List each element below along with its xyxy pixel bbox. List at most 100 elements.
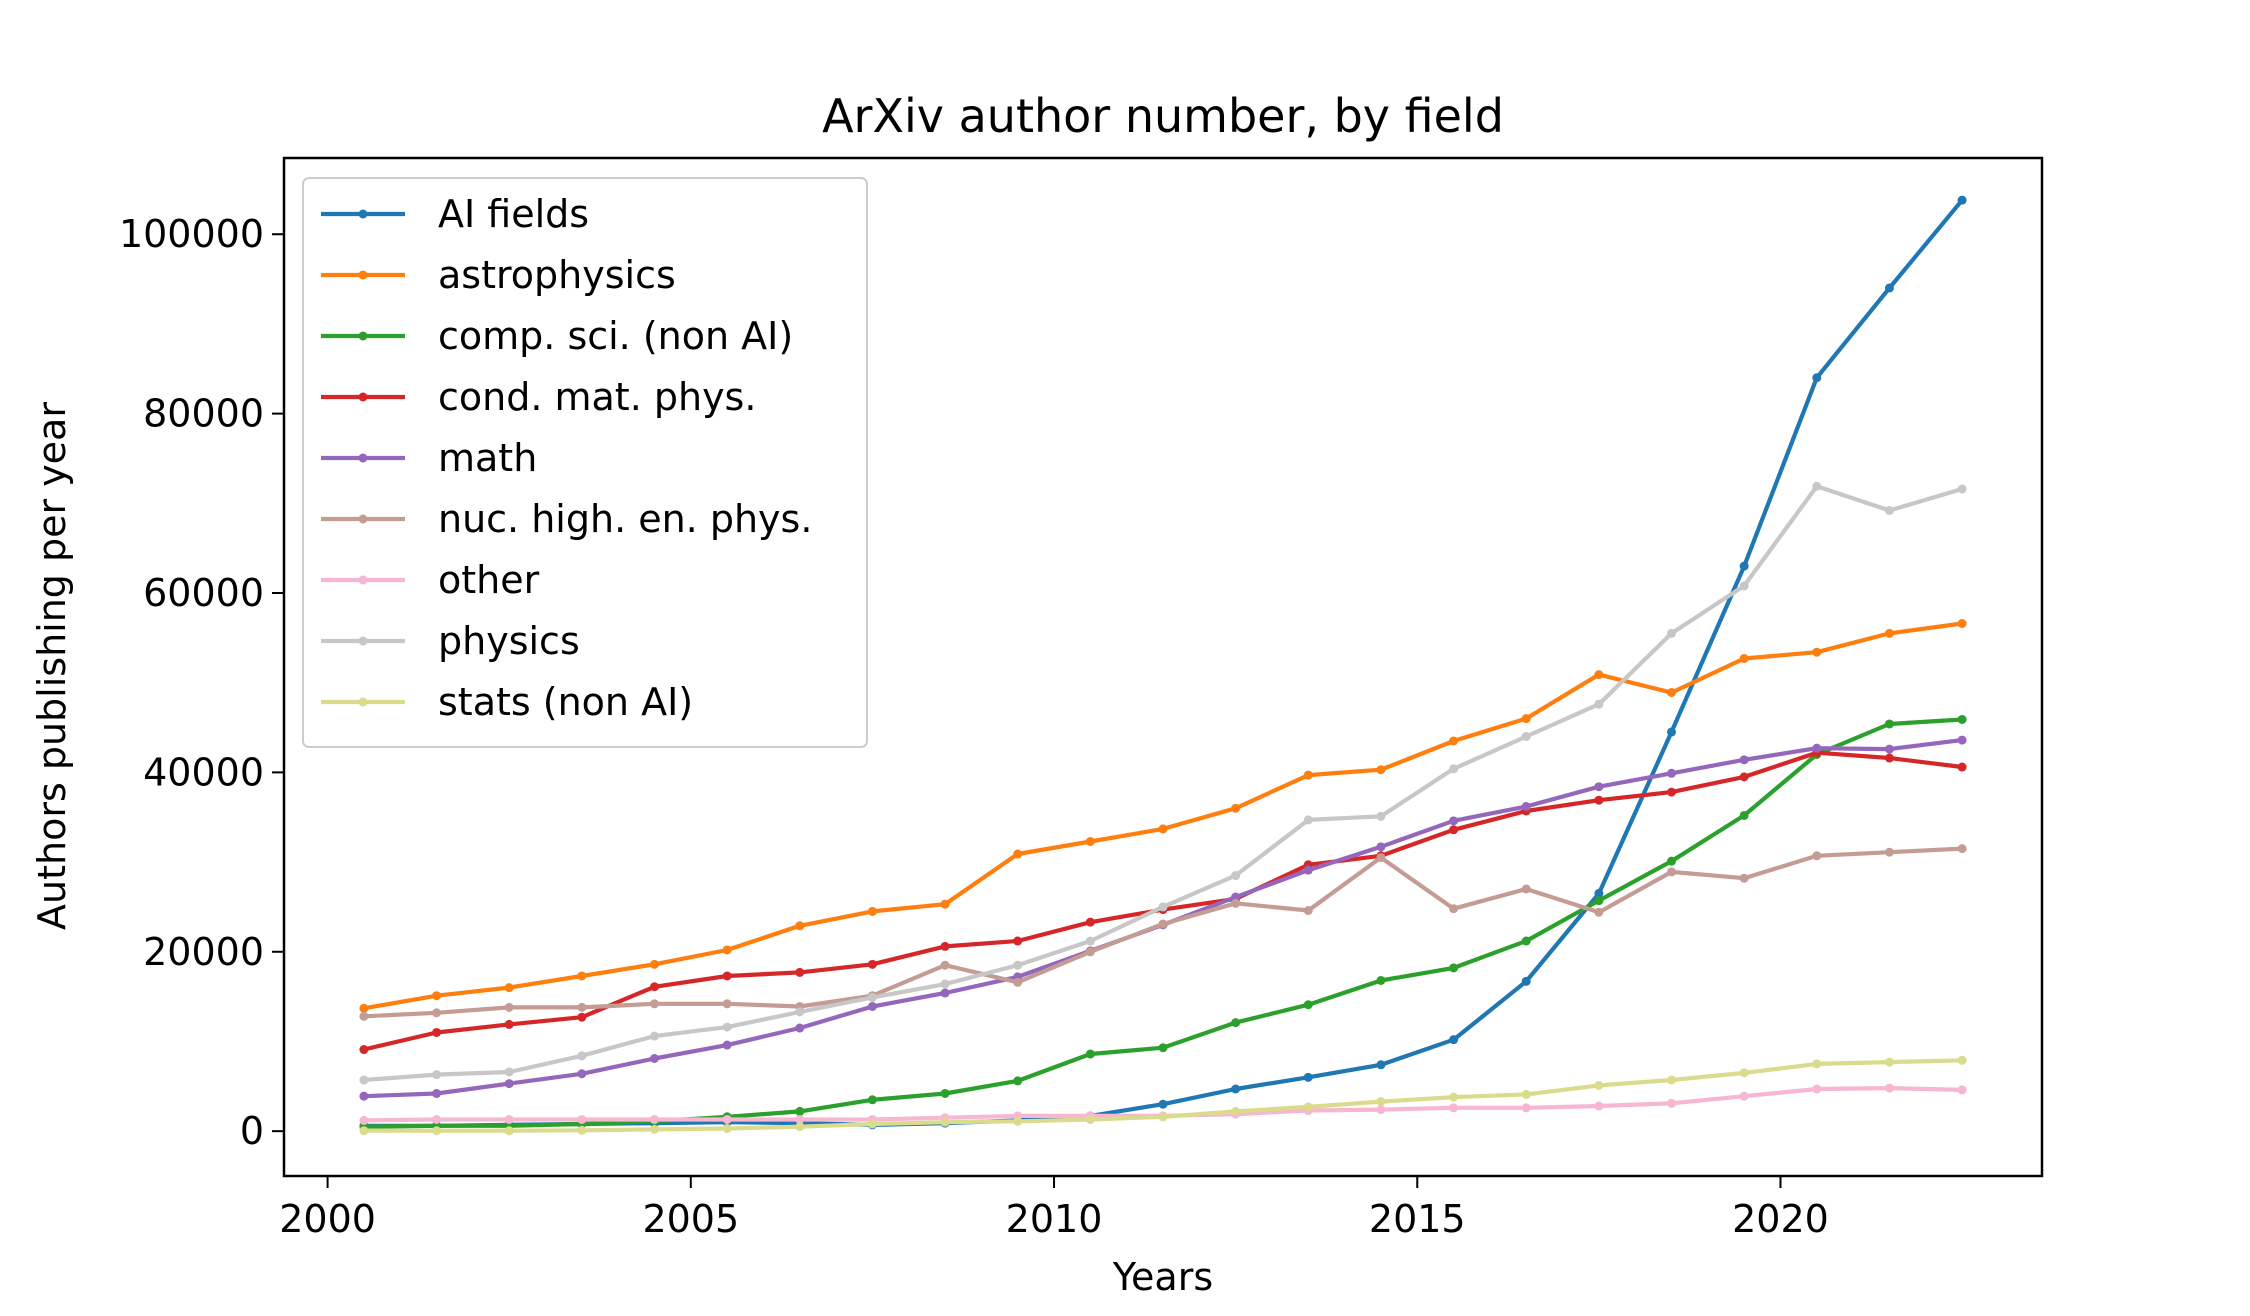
data-point bbox=[940, 988, 950, 998]
data-point bbox=[1812, 647, 1822, 657]
legend-marker bbox=[358, 392, 368, 402]
data-point bbox=[795, 921, 805, 931]
chart-title: ArXiv author number, by field bbox=[822, 89, 1504, 143]
data-point bbox=[1521, 884, 1531, 894]
data-point bbox=[1449, 736, 1459, 746]
legend-frame bbox=[302, 177, 868, 748]
data-point bbox=[940, 899, 950, 909]
data-point bbox=[867, 1001, 877, 1011]
data-point bbox=[1667, 1075, 1677, 1085]
data-point bbox=[432, 1027, 442, 1037]
data-point bbox=[867, 1095, 877, 1105]
data-point bbox=[1812, 481, 1822, 491]
data-point bbox=[1739, 873, 1749, 883]
data-point bbox=[1449, 816, 1459, 826]
data-point bbox=[1158, 1043, 1168, 1053]
data-point bbox=[1231, 871, 1241, 881]
data-point bbox=[1594, 670, 1604, 680]
data-point bbox=[432, 1070, 442, 1080]
data-point bbox=[504, 1114, 514, 1124]
data-point bbox=[1884, 1083, 1894, 1093]
data-point bbox=[1449, 904, 1459, 914]
data-point bbox=[1521, 1089, 1531, 1099]
x-axis-label: Years bbox=[1112, 1255, 1213, 1299]
x-tick-label: 2000 bbox=[279, 1197, 376, 1241]
data-point bbox=[649, 999, 659, 1009]
data-point bbox=[1957, 484, 1967, 494]
legend-label: cond. mat. phys. bbox=[438, 375, 756, 419]
data-point bbox=[1231, 1084, 1241, 1094]
y-tick-label: 60000 bbox=[143, 571, 264, 615]
data-point bbox=[504, 1126, 514, 1136]
legend-marker bbox=[358, 270, 368, 280]
data-point bbox=[1376, 1105, 1386, 1115]
data-point bbox=[1521, 732, 1531, 742]
data-point bbox=[1376, 811, 1386, 821]
data-point bbox=[1303, 865, 1313, 875]
data-point bbox=[795, 967, 805, 977]
data-point bbox=[940, 960, 950, 970]
data-point bbox=[1739, 581, 1749, 591]
legend-label: AI fields bbox=[438, 192, 589, 236]
data-point bbox=[649, 982, 659, 992]
data-point bbox=[1667, 787, 1677, 797]
data-point bbox=[1449, 1103, 1459, 1113]
legend-marker bbox=[358, 636, 368, 646]
data-point bbox=[1521, 976, 1531, 986]
data-point bbox=[1884, 847, 1894, 857]
data-point bbox=[1013, 1116, 1023, 1126]
axes-frame bbox=[282, 156, 2044, 1178]
data-point bbox=[1303, 1102, 1313, 1112]
data-point bbox=[795, 1106, 805, 1116]
data-point bbox=[1521, 936, 1531, 946]
data-point bbox=[432, 1126, 442, 1136]
data-point bbox=[1812, 1084, 1822, 1094]
data-point bbox=[577, 1051, 587, 1061]
data-point bbox=[1303, 906, 1313, 916]
data-point bbox=[1667, 688, 1677, 698]
legend-label: comp. sci. (non AI) bbox=[438, 314, 793, 358]
data-point bbox=[359, 1011, 369, 1021]
y-tick-label: 100000 bbox=[119, 212, 264, 256]
legend-label: astrophysics bbox=[438, 253, 676, 297]
data-point bbox=[359, 1091, 369, 1101]
y-axis-label: Authors publishing per year bbox=[30, 402, 74, 930]
data-point bbox=[1085, 836, 1095, 846]
data-point bbox=[432, 991, 442, 1001]
data-point bbox=[432, 1008, 442, 1018]
data-point bbox=[1303, 815, 1313, 825]
data-point bbox=[1739, 1091, 1749, 1101]
data-point bbox=[1158, 1112, 1168, 1122]
y-tick-label: 20000 bbox=[143, 930, 264, 974]
data-point bbox=[1884, 1057, 1894, 1067]
data-point bbox=[1957, 735, 1967, 745]
data-point bbox=[1158, 1099, 1168, 1109]
data-point bbox=[1884, 628, 1894, 638]
plot-area: 2000 2005 2010 2015 2020 0 20000 40000 60000 8000… bbox=[119, 195, 1967, 1241]
data-point bbox=[1884, 753, 1894, 763]
data-point bbox=[1231, 1018, 1241, 1028]
data-point bbox=[1812, 1059, 1822, 1069]
data-point bbox=[1449, 764, 1459, 774]
data-point bbox=[577, 1012, 587, 1022]
data-point bbox=[1594, 907, 1604, 917]
data-point bbox=[577, 1125, 587, 1135]
data-point bbox=[1957, 195, 1967, 205]
data-point bbox=[1158, 902, 1168, 912]
data-point bbox=[649, 1124, 659, 1134]
data-point bbox=[1957, 844, 1967, 854]
legend-label: math bbox=[438, 436, 537, 480]
data-point bbox=[1594, 699, 1604, 709]
data-point bbox=[1594, 896, 1604, 906]
data-point bbox=[1739, 755, 1749, 765]
data-point bbox=[1376, 1097, 1386, 1107]
data-point bbox=[1085, 1049, 1095, 1059]
data-point bbox=[1085, 917, 1095, 927]
data-point bbox=[1231, 1106, 1241, 1116]
data-point bbox=[577, 971, 587, 981]
data-point bbox=[1884, 283, 1894, 293]
data-point bbox=[1667, 727, 1677, 737]
data-point bbox=[1449, 963, 1459, 973]
data-point bbox=[795, 1007, 805, 1017]
